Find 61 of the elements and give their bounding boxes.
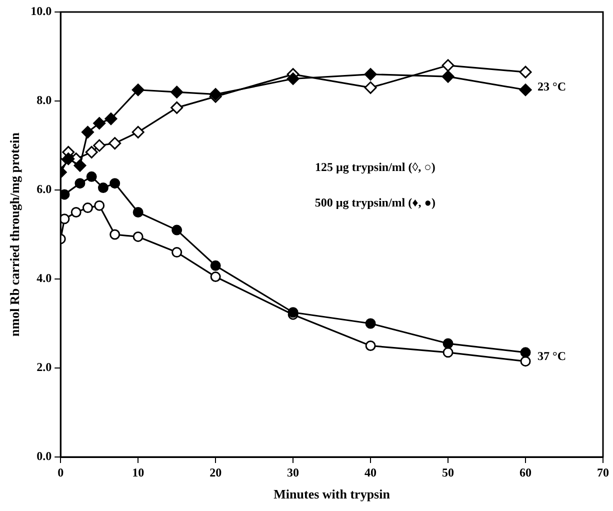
point [170,86,184,98]
x-tick-label: 70 [597,465,609,480]
annotation: 125 µg trypsin/ml (◊, ○) [314,160,436,174]
point [172,247,182,258]
y-tick-label: 6.0 [36,182,52,196]
point [98,182,108,194]
point [70,207,82,218]
point [442,338,454,349]
x-tick-label: 60 [520,465,532,480]
point [93,117,106,130]
point [442,70,454,83]
y-tick-label: 2.0 [36,360,52,374]
y-tick-label: 8.0 [36,93,52,108]
point [286,72,300,85]
y-tick-label: 10.0 [30,4,52,18]
point [520,356,531,367]
point [365,340,376,351]
point [210,272,221,282]
x-tick-label: 40 [364,465,377,480]
point [110,178,120,189]
point [110,229,120,240]
point [442,347,454,358]
point [442,59,454,72]
x-axis-title: Minutes with trypsin [274,486,391,502]
point [62,152,75,166]
y-axis-title: nmol Rb carried through/mg protein [7,132,22,336]
point [86,171,97,182]
point [520,347,531,358]
point [104,112,118,126]
point [60,189,70,200]
x-tick-label: 0 [58,465,64,480]
annotation: 37 °C [538,348,566,363]
point [74,159,86,172]
point [132,84,144,96]
point [210,260,221,271]
point [82,202,93,214]
point [93,139,106,152]
annotation: 500 µg trypsin/ml (♦, ●) [314,195,436,210]
x-tick-label: 10 [132,465,144,480]
point [132,126,144,138]
annotation: 23 °C [538,80,566,94]
y-tick-label: 0.0 [36,449,52,464]
point [85,146,98,158]
x-tick-label: 30 [287,465,300,480]
point [364,68,377,81]
y-tick-label: 4.0 [36,271,52,286]
point [365,318,376,329]
point [172,224,182,236]
point [132,231,144,242]
point [364,81,377,94]
point [60,214,70,224]
x-tick-label: 50 [442,465,454,480]
point [519,66,532,78]
point [132,207,144,218]
point [94,200,105,211]
point [519,84,532,96]
point [170,101,184,114]
point [74,178,86,189]
point [108,137,122,150]
point [81,126,94,138]
x-tick-label: 20 [210,465,222,480]
